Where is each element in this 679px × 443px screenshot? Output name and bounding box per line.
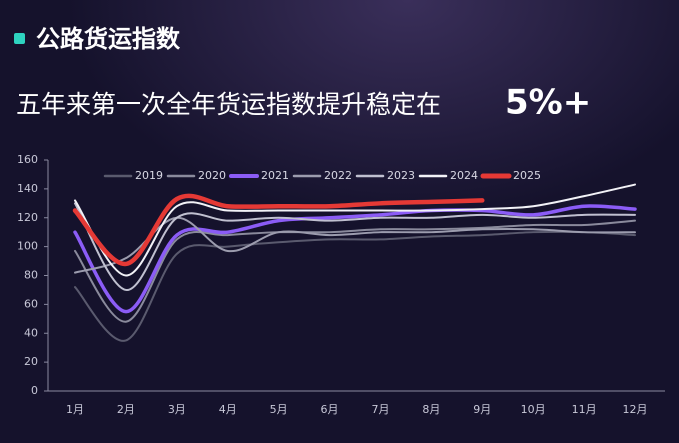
series-line — [74, 219, 636, 323]
y-tick-label: 100 — [17, 240, 38, 253]
x-tick-label: 8月 — [422, 403, 440, 416]
series-line — [74, 216, 636, 274]
x-tick-label: 12月 — [623, 403, 648, 416]
header-title: 公路货运指数 — [36, 25, 181, 53]
title-icon — [14, 33, 25, 44]
series-line — [72, 193, 485, 267]
x-tick-label: 9月 — [473, 403, 491, 416]
legend-label: 2023 — [387, 169, 415, 182]
y-tick-label: 20 — [24, 355, 38, 368]
x-tick-label: 4月 — [219, 403, 237, 416]
x-tick-label: 7月 — [371, 403, 389, 416]
y-tick-label: 120 — [17, 211, 38, 224]
x-tick-label: 10月 — [521, 403, 546, 416]
series-line — [74, 202, 636, 291]
header-subtitle: 五年来第一次全年货运指数提升稳定在 — [16, 90, 441, 119]
x-tick-label: 6月 — [321, 403, 339, 416]
header-highlight: 5%+ — [505, 83, 591, 123]
y-tick-label: 0 — [31, 384, 38, 397]
legend-label: 2024 — [450, 169, 478, 182]
series-line — [73, 204, 637, 314]
legend-label: 2025 — [513, 169, 541, 182]
legend-label: 2021 — [261, 169, 289, 182]
legend-label: 2022 — [324, 169, 352, 182]
x-tick-label: 1月 — [66, 403, 84, 416]
legend-label: 2019 — [135, 169, 163, 182]
y-tick-label: 40 — [24, 326, 38, 339]
x-tick-label: 3月 — [168, 403, 186, 416]
y-tick-label: 140 — [17, 182, 38, 195]
x-tick-label: 2月 — [117, 403, 135, 416]
series-line — [74, 183, 636, 277]
y-tick-label: 160 — [17, 153, 38, 166]
legend-label: 2020 — [198, 169, 226, 182]
x-tick-label: 5月 — [270, 403, 288, 416]
series-line — [74, 230, 636, 342]
y-tick-label: 60 — [24, 297, 38, 310]
x-tick-label: 11月 — [572, 403, 597, 416]
y-tick-label: 80 — [24, 269, 38, 282]
